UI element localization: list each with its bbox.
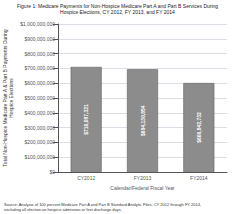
svg-text:CY2012: CY2012	[77, 175, 95, 181]
svg-text:$0: $0	[49, 169, 55, 175]
svg-text:$600,842,732: $600,842,732	[196, 112, 202, 143]
svg-text:$100,000,000: $100,000,000	[24, 154, 55, 160]
svg-text:$710,087,321: $710,087,321	[83, 104, 89, 135]
svg-text:FY2013: FY2013	[134, 175, 152, 181]
svg-text:Hospice Elections: Hospice Elections	[8, 78, 14, 118]
svg-text:$400,000,000: $400,000,000	[24, 110, 55, 116]
svg-text:Total Non-Hospice Medicare Par: Total Non-Hospice Medicare Part A & Part…	[2, 29, 8, 167]
svg-text:$900,000,000: $900,000,000	[24, 36, 55, 42]
svg-text:FY2014: FY2014	[190, 175, 208, 181]
svg-text:$1,000,000,000: $1,000,000,000	[20, 21, 55, 27]
svg-text:$700,000,000: $700,000,000	[24, 65, 55, 71]
svg-text:$600,000,000: $600,000,000	[24, 80, 55, 86]
svg-text:$694,130,854: $694,130,854	[140, 105, 146, 136]
svg-text:$500,000,000: $500,000,000	[24, 95, 55, 101]
svg-text:$300,000,000: $300,000,000	[24, 125, 55, 131]
svg-text:excluding all election on hosp: excluding all election on hospice admiss…	[4, 207, 122, 212]
svg-text:$200,000,000: $200,000,000	[24, 139, 55, 145]
svg-text:Source: Analysis of 100 percen: Source: Analysis of 100 percent Medicare…	[4, 202, 202, 207]
svg-text:Hospice Elections, CY 2012, FY: Hospice Elections, CY 2012, FY 2013, and…	[60, 9, 175, 15]
svg-text:$800,000,000: $800,000,000	[24, 51, 55, 57]
svg-text:Calendar/Federal Fiscal Year: Calendar/Federal Fiscal Year	[110, 185, 175, 191]
svg-text:Figure 1: Medicare Payments fo: Figure 1: Medicare Payments for Non-Hosp…	[16, 3, 219, 9]
